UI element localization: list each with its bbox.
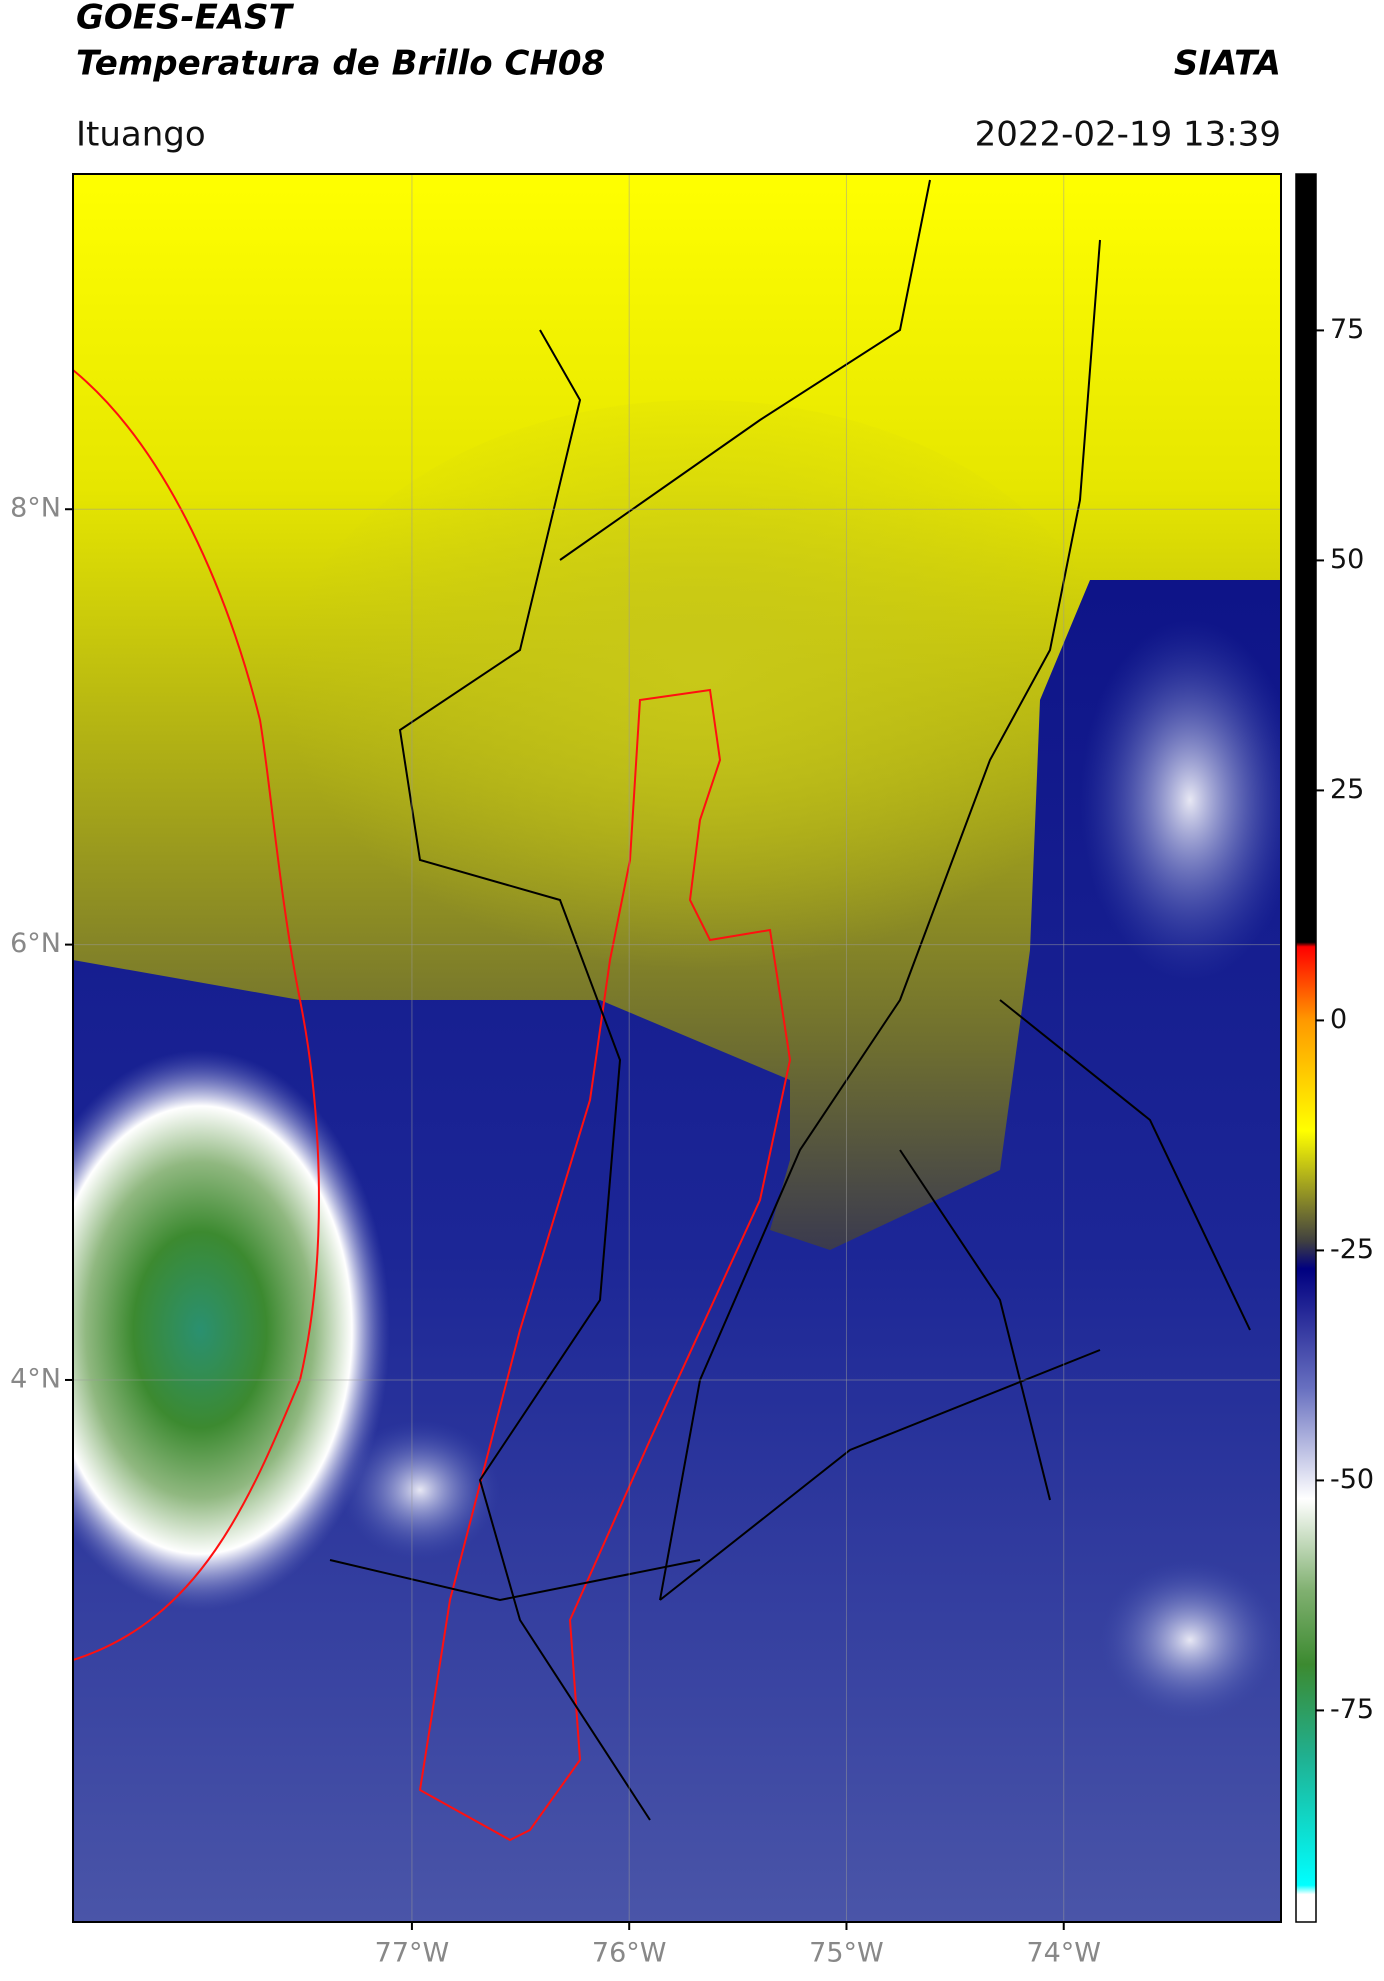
- agency: SIATA: [1174, 44, 1281, 84]
- map-frame: [72, 173, 1282, 1923]
- subtitle: Temperatura de Brillo CH08: [76, 44, 605, 84]
- lon-tick-label: 74°W: [1026, 1938, 1101, 1969]
- datetime: 2022-02-19 13:39: [975, 115, 1281, 155]
- lat-tick-label: 8°N: [10, 493, 61, 524]
- colorbar-tick-label: -25: [1330, 1234, 1374, 1265]
- lat-tick-label: 4°N: [10, 1363, 61, 1394]
- colorbar-tick-label: -50: [1330, 1464, 1374, 1495]
- colorbar: [1295, 173, 1317, 1923]
- satellite-image: [73, 174, 1281, 1922]
- region: Ituango: [76, 115, 206, 155]
- lon-tick-label: 75°W: [809, 1938, 884, 1969]
- colorbar-tick-label: 75: [1330, 314, 1364, 345]
- graticule: 8°N 6°N 4°N 77°W 76°W 75°W 74°W: [10, 174, 1281, 1969]
- lon-tick-label: 76°W: [592, 1938, 667, 1969]
- colorbar-tick-label: 0: [1330, 1004, 1347, 1035]
- colorbar-tick-label: 50: [1330, 544, 1364, 575]
- lon-tick-label: 77°W: [375, 1938, 450, 1969]
- colorbar-tick-label: -75: [1330, 1694, 1374, 1725]
- title: GOES-EAST: [76, 0, 295, 38]
- colorbar-tick-label: 25: [1330, 774, 1364, 805]
- lat-tick-label: 6°N: [10, 928, 61, 959]
